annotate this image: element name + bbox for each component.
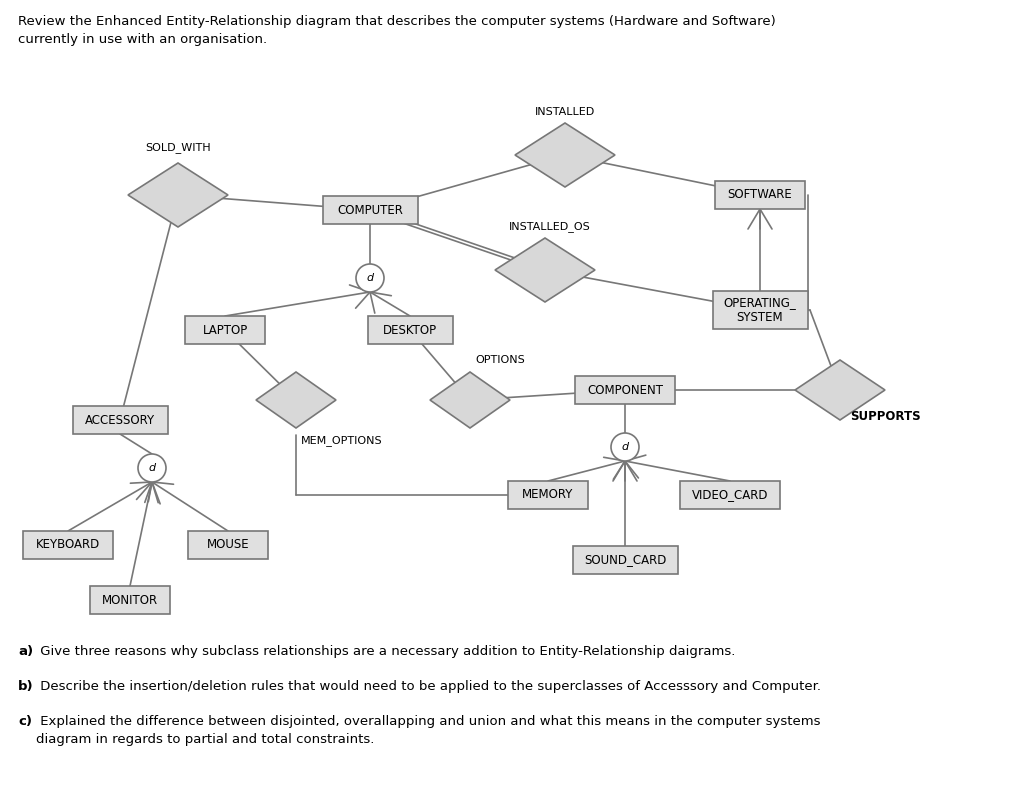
Bar [713, 291, 808, 329]
Text: VIDEO_CARD: VIDEO_CARD [692, 488, 768, 501]
Text: Give three reasons why subclass relationships are a necessary addition to Entity: Give three reasons why subclass relation… [36, 645, 735, 658]
Text: INSTALLED_OS: INSTALLED_OS [509, 221, 591, 232]
Text: DESKTOP: DESKTOP [383, 323, 437, 336]
Text: KEYBOARD: KEYBOARD [36, 539, 100, 552]
Polygon shape [256, 372, 336, 428]
Text: ACCESSORY: ACCESSORY [85, 413, 155, 427]
Circle shape [356, 264, 384, 292]
Text: SOFTWARE: SOFTWARE [728, 189, 793, 202]
Text: d: d [622, 442, 629, 452]
Text: COMPUTER: COMPUTER [337, 203, 402, 216]
Circle shape [611, 433, 639, 461]
Bar [73, 406, 168, 434]
Text: OPERATING_
SYSTEM: OPERATING_ SYSTEM [724, 296, 797, 324]
Bar [90, 586, 170, 614]
Text: d: d [148, 463, 156, 473]
Polygon shape [128, 163, 228, 227]
Text: SOLD_WITH: SOLD_WITH [145, 142, 211, 153]
Bar [188, 531, 268, 559]
Polygon shape [495, 238, 595, 302]
Text: MEMORY: MEMORY [522, 488, 573, 501]
Bar [185, 316, 265, 344]
Text: a): a) [18, 645, 33, 658]
Text: OPTIONS: OPTIONS [475, 355, 524, 365]
Text: INSTALLED: INSTALLED [535, 107, 595, 117]
Text: c): c) [18, 715, 32, 728]
Polygon shape [430, 372, 510, 428]
Text: LAPTOP: LAPTOP [203, 323, 248, 336]
Polygon shape [515, 123, 615, 187]
Text: COMPONENT: COMPONENT [587, 383, 663, 397]
Text: SOUND_CARD: SOUND_CARD [584, 553, 667, 566]
Text: Review the Enhanced Entity-Relationship diagram that describes the computer syst: Review the Enhanced Entity-Relationship … [18, 15, 776, 46]
Bar [575, 376, 675, 404]
Text: b): b) [18, 680, 34, 693]
Bar [680, 481, 780, 509]
Bar [508, 481, 588, 509]
Circle shape [138, 454, 166, 482]
Polygon shape [795, 360, 885, 420]
Bar [572, 546, 678, 574]
Text: Describe the insertion/deletion rules that would need to be applied to the super: Describe the insertion/deletion rules th… [36, 680, 821, 693]
Text: SUPPORTS: SUPPORTS [850, 410, 921, 423]
Text: Explained the difference between disjointed, overallapping and union and what th: Explained the difference between disjoin… [36, 715, 820, 746]
Text: MOUSE: MOUSE [207, 539, 249, 552]
Text: d: d [367, 273, 374, 283]
Bar [23, 531, 113, 559]
Bar [323, 196, 418, 224]
Bar [368, 316, 453, 344]
Text: MEM_OPTIONS: MEM_OPTIONS [301, 435, 383, 446]
Bar [715, 181, 805, 209]
Text: MONITOR: MONITOR [102, 594, 158, 607]
